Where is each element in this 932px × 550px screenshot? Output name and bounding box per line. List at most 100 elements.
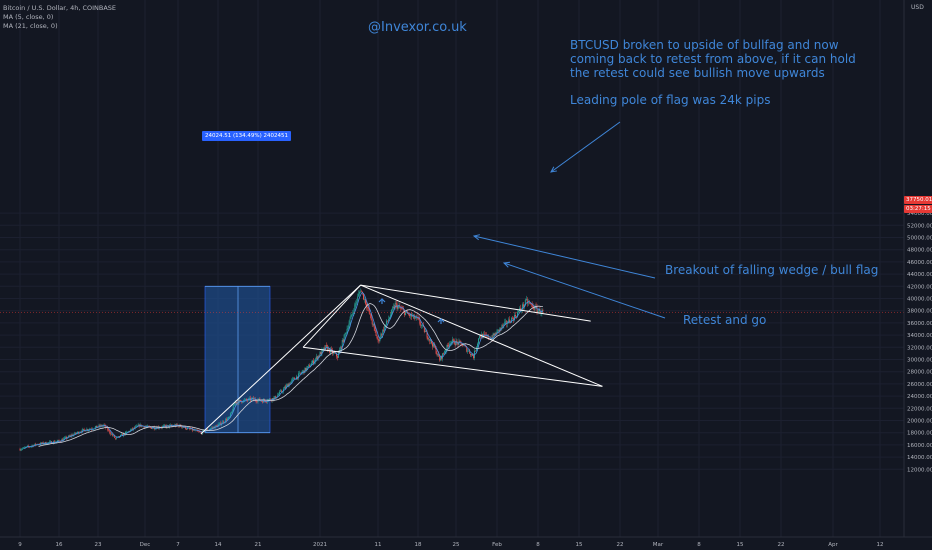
candle-body — [130, 428, 132, 431]
candle-body — [364, 299, 365, 300]
candle-body — [522, 304, 524, 307]
candle-body — [211, 427, 213, 429]
candle-body — [512, 317, 514, 319]
candle-body — [387, 320, 388, 322]
ma21-legend[interactable]: MA (21, close, 0) — [3, 22, 58, 30]
price-tick-label: 42000.00 — [907, 284, 932, 290]
candle-body — [144, 426, 146, 428]
candle-body — [420, 323, 422, 326]
candle-body — [514, 315, 516, 321]
candle-body — [479, 336, 481, 337]
candle-body — [332, 349, 334, 354]
candle-body — [244, 399, 246, 401]
candle-body — [372, 323, 374, 325]
candle-body — [500, 327, 502, 329]
candle-body — [215, 425, 217, 427]
price-tick-label: 40000.00 — [907, 297, 932, 303]
candle-body — [430, 339, 432, 342]
candle-body — [60, 441, 62, 443]
candle-body — [291, 379, 293, 382]
candle-body — [319, 352, 321, 357]
time-tick-label: 18 — [415, 542, 422, 548]
time-tick-label: 14 — [215, 542, 222, 548]
candle-body — [365, 303, 367, 308]
candle-body — [166, 425, 168, 428]
candle-body — [203, 430, 205, 431]
candle-body — [181, 426, 183, 428]
candle-body — [357, 296, 359, 302]
candle-body — [343, 334, 345, 343]
candle-body — [34, 443, 36, 446]
candle-body — [379, 338, 381, 342]
candle-body — [452, 339, 454, 341]
candle-body — [70, 435, 72, 437]
candle-body — [425, 331, 427, 332]
candle-body — [432, 343, 433, 347]
candle-body — [455, 340, 457, 345]
candle-body — [413, 314, 415, 319]
candle-body — [21, 449, 23, 450]
candle-body — [137, 424, 139, 426]
candle-body — [515, 315, 516, 317]
candle-body — [41, 442, 43, 444]
price-tick-label: 48000.00 — [907, 248, 932, 254]
candle-body — [77, 431, 79, 433]
candle-body — [132, 427, 134, 430]
candle-body — [327, 346, 329, 351]
candle-body — [513, 318, 515, 321]
candle-body — [151, 428, 153, 429]
candle-body — [307, 366, 309, 368]
candle-body — [502, 325, 504, 326]
candle-body — [537, 311, 539, 313]
candle-body — [459, 341, 461, 342]
candle-body — [353, 311, 355, 313]
candle-body — [297, 373, 299, 379]
candle-body — [361, 291, 363, 293]
candle-body — [240, 400, 242, 402]
candle-body — [94, 427, 96, 429]
candle-body — [290, 381, 292, 385]
candle-body — [394, 303, 396, 309]
candle-body — [209, 428, 211, 430]
candle-body — [254, 398, 256, 401]
candle-body — [278, 394, 280, 396]
candle-body — [288, 383, 290, 387]
candle-body — [191, 428, 193, 431]
candle-body — [367, 307, 369, 309]
candle-body — [222, 421, 224, 424]
candle-body — [534, 305, 536, 310]
candle-body — [308, 365, 310, 367]
price-tick-label: 44000.00 — [907, 272, 932, 278]
price-tick-label: 12000.00 — [907, 467, 932, 473]
time-axis[interactable]: 9 16 23 Dec 7 14 21 2021 11 18 25 Feb 8 15 22 Mar 8 15 22 A… — [0, 536, 932, 548]
candle-body — [315, 356, 317, 360]
symbol-title[interactable]: Bitcoin / U.S. Dollar, 4h, COINBASE — [3, 4, 117, 12]
candle-body — [232, 405, 234, 411]
candle-body — [354, 304, 356, 312]
candle-body — [81, 429, 83, 433]
time-tick-label: 12 — [877, 542, 884, 548]
price-tick-label: 50000.00 — [907, 236, 932, 242]
candle-body — [507, 323, 509, 324]
candle-body — [147, 425, 149, 427]
candle-body — [300, 373, 302, 374]
candle-body — [286, 384, 288, 386]
candle-body — [333, 352, 334, 354]
candle-body — [199, 431, 201, 433]
price-axis[interactable]: 12000.00 14000.00 16000.00 18000.00 20000.00… — [903, 0, 932, 537]
candle-body — [223, 421, 225, 423]
candle-body — [404, 310, 406, 316]
candle-body — [419, 319, 421, 324]
ma5-legend[interactable]: MA (5, close, 0) — [3, 13, 54, 21]
candle-body — [402, 308, 404, 310]
candle-body — [444, 351, 446, 353]
candle-body — [204, 430, 206, 432]
candle-body — [428, 339, 430, 340]
candle-body — [245, 399, 247, 400]
candle-body — [446, 344, 448, 351]
candle-body — [542, 309, 544, 311]
candle-body — [122, 434, 123, 436]
candle-body — [242, 402, 244, 403]
candle-body — [62, 439, 64, 441]
